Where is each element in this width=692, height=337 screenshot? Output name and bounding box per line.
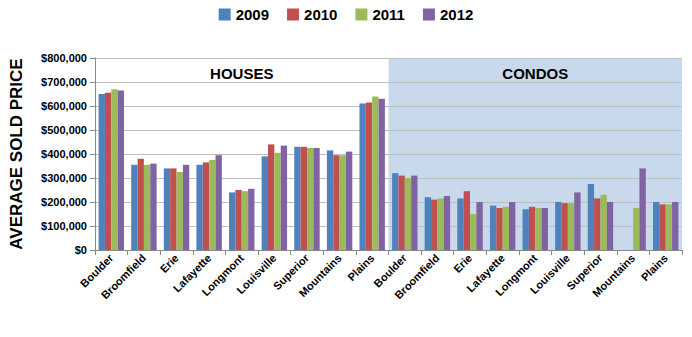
svg-text:AVERAGE SOLD PRICE: AVERAGE SOLD PRICE bbox=[7, 58, 26, 249]
svg-text:Boulder: Boulder bbox=[77, 251, 116, 290]
svg-text:Superior: Superior bbox=[270, 251, 312, 293]
svg-text:$400,000: $400,000 bbox=[41, 148, 87, 160]
svg-text:Broomfield: Broomfield bbox=[99, 252, 148, 301]
svg-text:Broomfield: Broomfield bbox=[392, 252, 441, 301]
svg-text:Plains: Plains bbox=[639, 252, 670, 283]
svg-text:$200,000: $200,000 bbox=[41, 196, 87, 208]
svg-text:Longmont: Longmont bbox=[493, 251, 540, 299]
svg-text:Superior: Superior bbox=[564, 251, 605, 293]
svg-text:$600,000: $600,000 bbox=[41, 100, 87, 112]
svg-text:Lafayette: Lafayette bbox=[170, 251, 214, 295]
svg-text:HOUSES: HOUSES bbox=[210, 65, 273, 82]
svg-text:Longmont: Longmont bbox=[199, 251, 246, 299]
svg-text:2010: 2010 bbox=[304, 6, 337, 23]
svg-text:$700,000: $700,000 bbox=[41, 76, 87, 88]
svg-text:Lafayette: Lafayette bbox=[464, 251, 507, 295]
svg-text:Boulder: Boulder bbox=[371, 251, 409, 290]
svg-text:Louisville: Louisville bbox=[528, 252, 572, 296]
svg-text:Mountains: Mountains bbox=[590, 252, 637, 299]
svg-text:Erie: Erie bbox=[158, 252, 181, 275]
svg-text:$0: $0 bbox=[75, 244, 87, 256]
svg-text:$800,000: $800,000 bbox=[41, 52, 87, 64]
svg-text:Louisville: Louisville bbox=[234, 252, 278, 296]
svg-text:Mountains: Mountains bbox=[297, 252, 344, 299]
svg-text:2009: 2009 bbox=[236, 6, 269, 23]
svg-text:$500,000: $500,000 bbox=[41, 124, 87, 136]
svg-text:$300,000: $300,000 bbox=[41, 172, 87, 184]
svg-text:2011: 2011 bbox=[372, 6, 405, 23]
svg-text:2012: 2012 bbox=[440, 6, 473, 23]
svg-text:$100,000: $100,000 bbox=[41, 220, 87, 232]
svg-text:Erie: Erie bbox=[451, 252, 474, 275]
svg-text:CONDOS: CONDOS bbox=[502, 65, 568, 82]
svg-text:Plains: Plains bbox=[345, 252, 376, 283]
